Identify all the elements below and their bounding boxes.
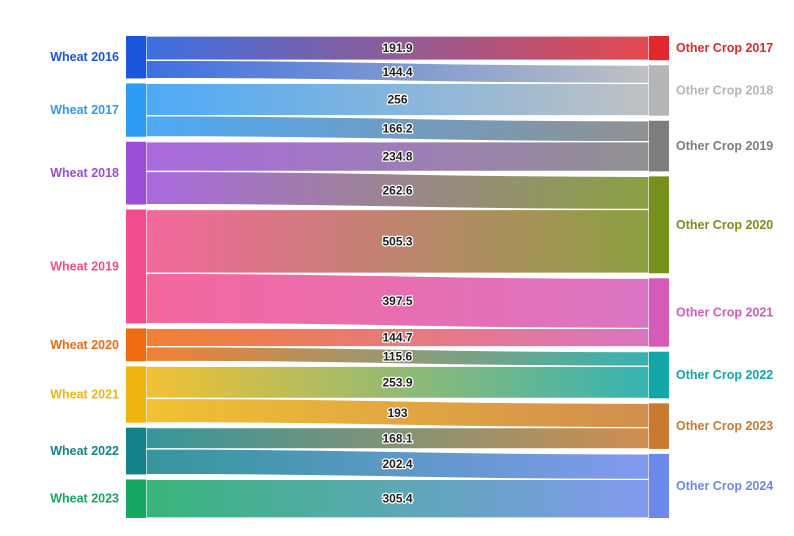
source-node-label: Wheat 2021 xyxy=(50,387,119,401)
flow-value-label: 191.9 xyxy=(382,41,412,55)
source-node-label: Wheat 2023 xyxy=(50,492,119,506)
flow-value-label: 168.1 xyxy=(382,431,412,445)
target-node xyxy=(649,176,669,274)
target-node xyxy=(649,120,669,172)
flow-value-label: 397.5 xyxy=(382,294,412,308)
flow-value-label: 202.4 xyxy=(382,457,412,471)
target-node-label: Other Crop 2024 xyxy=(676,479,773,493)
target-node-label: Other Crop 2018 xyxy=(676,83,773,97)
target-node-label: Other Crop 2017 xyxy=(676,41,773,55)
flow-value-label: 144.7 xyxy=(382,331,412,345)
flow-value-label: 253.9 xyxy=(382,375,412,389)
flow-value-label: 256 xyxy=(387,93,407,107)
target-node-label: Other Crop 2022 xyxy=(676,368,773,382)
flow-value-label: 193 xyxy=(387,406,407,420)
flow-value-label: 115.6 xyxy=(383,350,413,364)
nodes xyxy=(126,36,669,518)
source-node-label: Wheat 2020 xyxy=(50,338,119,352)
source-node xyxy=(126,83,146,137)
source-node xyxy=(126,141,146,205)
source-node xyxy=(126,36,146,79)
target-node-label: Other Crop 2021 xyxy=(676,305,773,319)
target-node xyxy=(649,351,669,399)
source-node-label: Wheat 2022 xyxy=(50,444,119,458)
source-node-label: Wheat 2017 xyxy=(50,103,119,117)
target-node xyxy=(649,65,669,116)
labels: 191.9 144.4 256 166.2 234.8 262.6 505.3 397.5 14… xyxy=(50,40,773,507)
flow-link xyxy=(145,208,650,274)
flow-value-label: 305.4 xyxy=(382,492,412,506)
target-node-label: Other Crop 2023 xyxy=(676,419,773,433)
flow-value-label: 505.3 xyxy=(382,234,412,248)
source-node xyxy=(126,427,146,475)
source-node-label: Wheat 2019 xyxy=(50,259,119,273)
target-node-label: Other Crop 2019 xyxy=(676,139,773,153)
source-node-label: Wheat 2018 xyxy=(50,166,119,180)
target-node xyxy=(649,453,669,518)
flow-value-label: 144.4 xyxy=(382,65,412,79)
flows xyxy=(145,35,650,519)
source-node xyxy=(126,328,146,362)
target-node xyxy=(649,403,669,449)
source-node-label: Wheat 2016 xyxy=(50,50,119,64)
flow-value-label: 234.8 xyxy=(382,150,412,164)
flow-value-label: 262.6 xyxy=(382,183,412,197)
target-node-label: Other Crop 2020 xyxy=(676,218,773,232)
target-node xyxy=(649,36,669,61)
source-node xyxy=(126,366,146,423)
flow-link xyxy=(145,365,650,399)
target-node xyxy=(649,278,669,347)
source-node xyxy=(126,209,146,324)
flow-value-label: 166.2 xyxy=(382,122,412,136)
source-node xyxy=(126,479,146,518)
